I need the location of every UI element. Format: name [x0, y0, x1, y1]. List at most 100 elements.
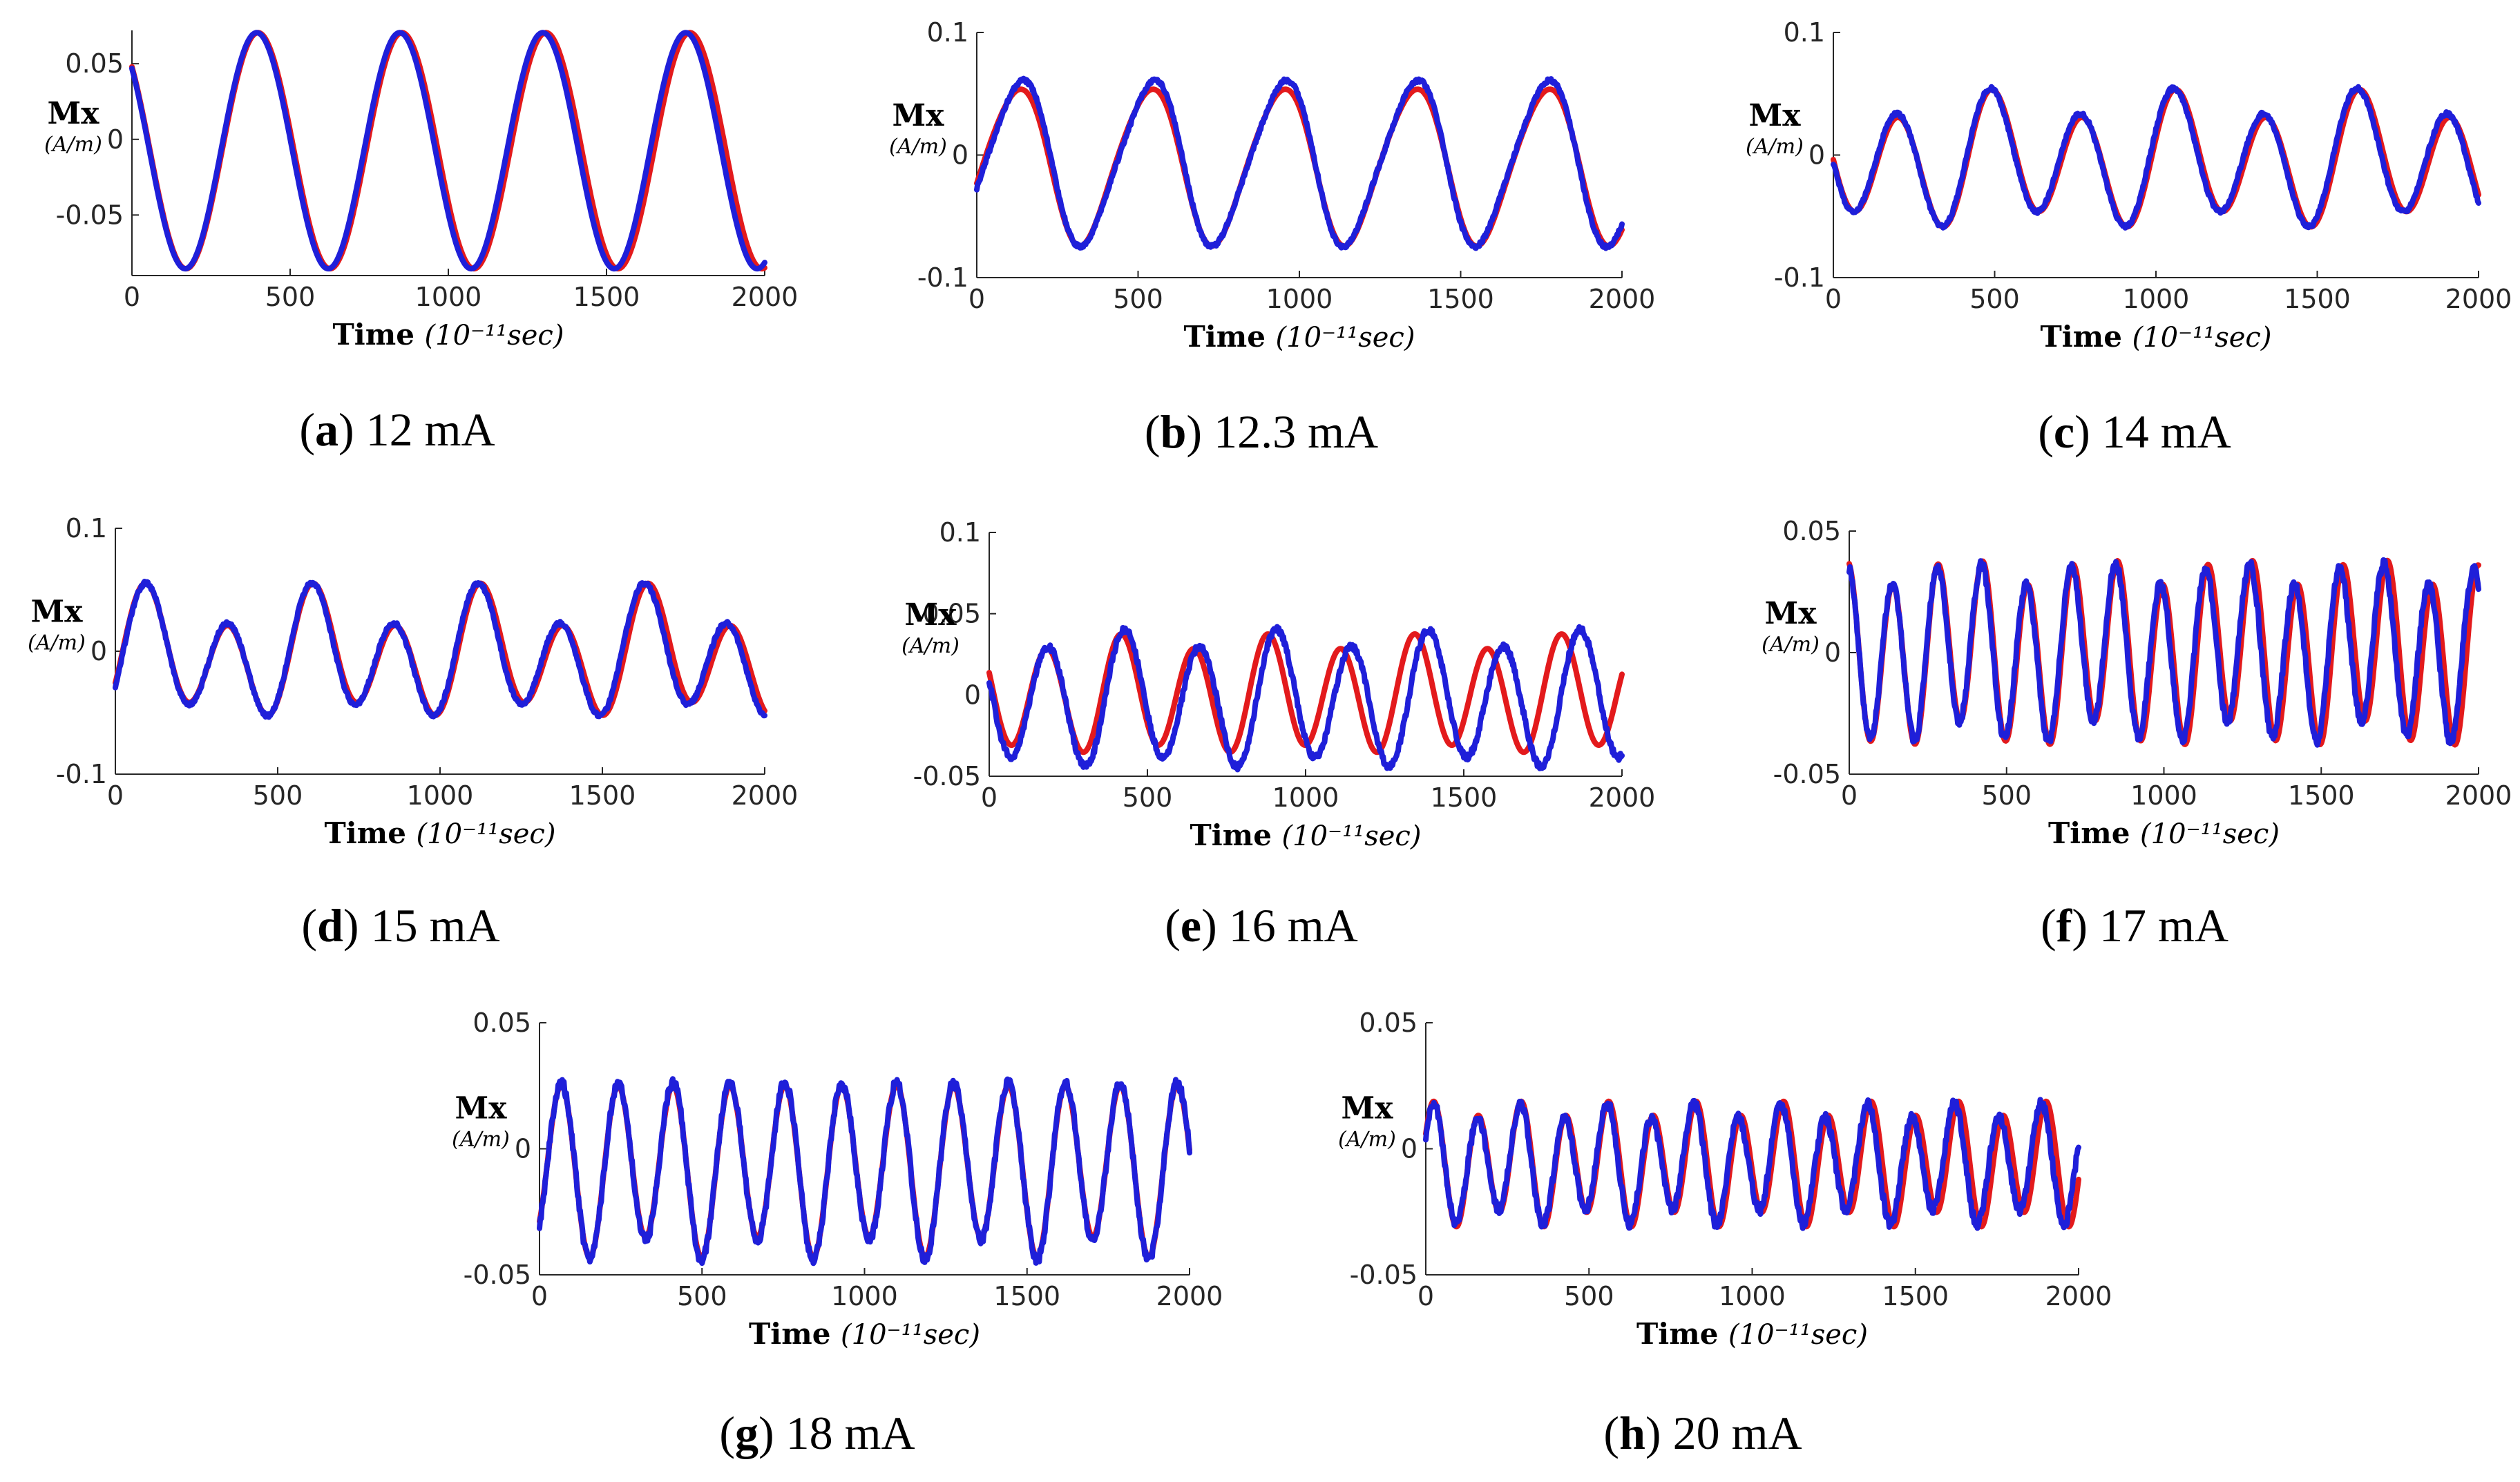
caption-text: 18 mA	[774, 1407, 915, 1459]
x-tick-label: 1500	[1431, 782, 1498, 813]
x-tick-label: 2000	[1589, 284, 1656, 314]
series-line-red	[974, 86, 1625, 249]
y-tick-label: -0.1	[917, 262, 968, 293]
x-axis-label: Time	[333, 318, 425, 352]
x-tick-label: 1000	[831, 1281, 898, 1311]
caption-letter: e	[1181, 899, 1201, 952]
series-line-blue	[1423, 1097, 2081, 1231]
caption-paren-close: )	[1186, 405, 1202, 458]
y-axis-unit: (A/m)	[901, 634, 960, 658]
y-axis-label: Mx	[1342, 1091, 1394, 1126]
y-tick-label: 0.05	[65, 48, 124, 79]
x-tick-label: 2000	[732, 780, 799, 811]
y-tick-label: 0	[1824, 637, 1841, 668]
x-tick-label: 1000	[1272, 782, 1339, 813]
x-axis-unit: (10⁻¹¹sec)	[1276, 322, 1415, 354]
x-tick-label: 1000	[407, 780, 474, 811]
series-line-blue	[1831, 84, 2481, 231]
x-tick-label: 1500	[573, 282, 640, 312]
caption-paren-open: (	[2041, 899, 2056, 952]
x-axis-label: Time	[1636, 1317, 1728, 1351]
x-axis-label-group: Time (10⁻¹¹sec)	[1636, 1317, 1868, 1351]
panel-c: 0 500 1000 1500 2000-0.100.1Mx(A/m)Time (10⁻…	[1746, 17, 2512, 458]
panel-caption: (d) 15 mA	[301, 899, 499, 952]
y-axis-unit: (A/m)	[1762, 633, 1820, 657]
panel-caption: (c) 14 mA	[2038, 405, 2231, 458]
y-tick-label: 0	[90, 636, 107, 666]
caption-letter: a	[315, 403, 338, 456]
x-tick-label: 1500	[2284, 284, 2351, 314]
x-axis-label: Time	[1184, 320, 1276, 354]
y-tick-label: 0	[1401, 1134, 1418, 1164]
caption-text: 15 mA	[359, 899, 500, 952]
panel-e: 0 500 1000 1500 2000-0.0500.050.1Mx(A/m)Time…	[901, 517, 1655, 952]
x-tick-label: 1000	[1719, 1281, 1786, 1311]
y-axis-label: Mx	[1749, 98, 1802, 133]
x-axis-label: Time	[2048, 816, 2140, 850]
x-axis-label-group: Time (10⁻¹¹sec)	[333, 318, 564, 352]
x-tick-label: 0	[968, 284, 985, 314]
series-line-blue	[1846, 557, 2481, 748]
caption-text: 16 mA	[1217, 899, 1358, 952]
series-line-blue	[986, 624, 1625, 773]
caption-letter: h	[1619, 1407, 1645, 1459]
caption-paren-close: )	[2074, 405, 2090, 458]
series-line-blue	[974, 75, 1625, 251]
x-tick-label: 500	[1981, 780, 2032, 811]
x-axis-label-group: Time (10⁻¹¹sec)	[1190, 818, 1422, 852]
x-tick-label: 1000	[2130, 780, 2197, 811]
y-axis-label: Mx	[455, 1091, 508, 1126]
x-tick-label: 0	[1825, 284, 1842, 314]
panel-d: 0 500 1000 1500 2000-0.100.1Mx(A/m)Time (10⁻…	[28, 513, 798, 952]
x-tick-label: 0	[107, 780, 124, 811]
x-tick-label: 2000	[2445, 284, 2512, 314]
y-tick-label: -0.1	[1774, 262, 1825, 293]
panel-caption: (f) 17 mA	[2041, 899, 2228, 952]
x-axis-label: Time	[325, 816, 417, 850]
caption-letter: f	[2056, 899, 2073, 952]
y-axis-label: Mx	[1765, 596, 1817, 631]
y-tick-label: 0.05	[1782, 516, 1841, 546]
y-tick-label: 0.1	[1784, 17, 1825, 48]
series-line-blue	[113, 579, 767, 720]
x-tick-label: 0	[124, 282, 140, 312]
caption-letter: c	[2054, 405, 2074, 458]
x-axis-label: Time	[1190, 818, 1282, 852]
x-tick-label: 500	[1564, 1281, 1614, 1311]
x-axis-unit: (10⁻¹¹sec)	[2140, 818, 2280, 850]
y-tick-label: 0.05	[922, 599, 981, 629]
y-tick-label: -0.05	[56, 200, 124, 230]
x-axis-unit: (10⁻¹¹sec)	[425, 320, 564, 352]
x-tick-label: 0	[531, 1281, 548, 1311]
x-axis-unit: (10⁻¹¹sec)	[841, 1319, 980, 1351]
x-tick-label: 1500	[993, 1281, 1060, 1311]
panel-caption: (a) 12 mA	[299, 403, 495, 456]
x-tick-label: 1000	[1266, 284, 1333, 314]
x-tick-label: 500	[1113, 284, 1163, 314]
y-tick-label: 0	[964, 680, 981, 710]
x-axis-label-group: Time (10⁻¹¹sec)	[1184, 320, 1415, 354]
panel-caption: (g) 18 mA	[719, 1407, 915, 1459]
caption-letter: d	[317, 899, 343, 952]
x-tick-label: 2000	[732, 282, 799, 312]
y-axis-label: Mx	[892, 98, 945, 133]
series-line-blue	[537, 1076, 1192, 1267]
y-axis-label: Mx	[31, 594, 84, 629]
x-tick-label: 0	[1841, 780, 1858, 811]
y-tick-label: -0.05	[1350, 1260, 1418, 1290]
y-tick-label: 0.1	[939, 517, 981, 548]
x-axis-label: Time	[2041, 320, 2132, 354]
x-tick-label: 1500	[1427, 284, 1494, 314]
y-tick-label: 0.05	[1359, 1008, 1418, 1038]
x-tick-label: 500	[253, 780, 303, 811]
y-axis-unit: (A/m)	[1746, 135, 1804, 159]
x-axis-label-group: Time (10⁻¹¹sec)	[2048, 816, 2280, 850]
x-tick-label: 500	[1969, 284, 2020, 314]
x-axis-label: Time	[749, 1317, 841, 1351]
x-axis-label-group: Time (10⁻¹¹sec)	[325, 816, 556, 850]
caption-paren-open: (	[301, 899, 317, 952]
panel-caption: (e) 16 mA	[1165, 899, 1358, 952]
